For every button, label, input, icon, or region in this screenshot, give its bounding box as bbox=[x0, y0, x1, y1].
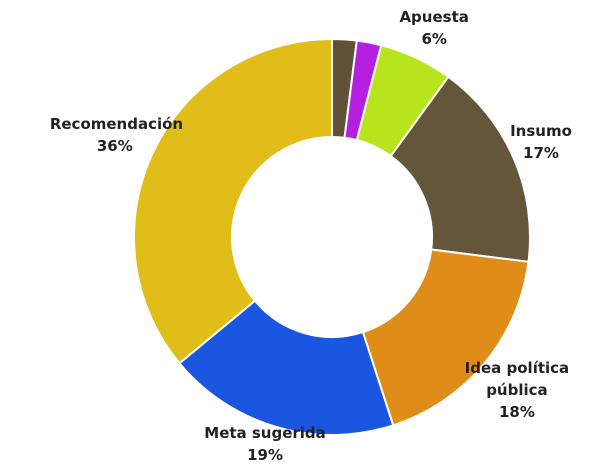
donut-slice bbox=[133, 37, 333, 365]
slice-percent: 6% bbox=[421, 30, 447, 48]
slice-percent: 19% bbox=[247, 446, 283, 464]
donut-slice bbox=[361, 248, 530, 427]
slice-label: Idea política pública 18% bbox=[452, 357, 582, 423]
slice-label: Meta sugerida 19% bbox=[200, 422, 330, 466]
donut-slice bbox=[178, 299, 395, 436]
slice-name: Recomendación bbox=[49, 114, 184, 133]
slice-percent: 18% bbox=[498, 402, 535, 421]
donut-slice bbox=[389, 75, 531, 263]
slice-percent: 36% bbox=[96, 136, 133, 155]
slice-label: Apuesta 6% bbox=[369, 6, 499, 50]
slice-percent: 17% bbox=[523, 143, 559, 162]
slice-name: Apuesta bbox=[399, 8, 469, 26]
slice-name: Idea política pública bbox=[464, 358, 570, 399]
slice-name: Insumo bbox=[510, 121, 572, 140]
slice-name: Meta sugerida bbox=[204, 424, 326, 442]
slice-label: Recomendación 36% bbox=[49, 113, 184, 157]
slice-label: Insumo 17% bbox=[476, 120, 606, 164]
